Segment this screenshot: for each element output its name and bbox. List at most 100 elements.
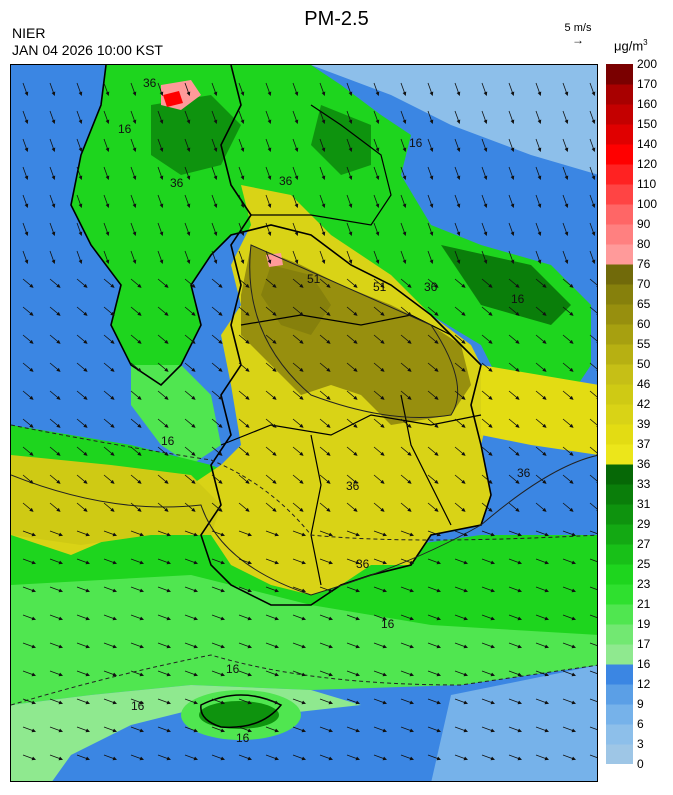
wind-arrow-icon bbox=[103, 642, 117, 649]
wind-arrow-icon bbox=[211, 530, 225, 537]
wind-arrow-icon bbox=[49, 138, 56, 152]
wind-arrow-icon bbox=[373, 670, 387, 677]
wind-arrow-icon bbox=[562, 222, 569, 236]
wind-arrow-icon bbox=[481, 474, 493, 484]
wind-arrow-icon bbox=[481, 250, 488, 264]
wind-arrow-icon bbox=[76, 166, 83, 180]
wind-arrow-icon bbox=[562, 698, 576, 705]
colorbar-tick-label: 46 bbox=[637, 377, 651, 391]
wind-arrow-icon bbox=[76, 754, 90, 761]
wind-arrow-icon bbox=[238, 474, 250, 484]
wind-arrow-icon bbox=[535, 418, 547, 428]
wind-arrow-icon bbox=[130, 362, 142, 372]
wind-arrow-icon bbox=[535, 110, 542, 124]
colorbar-tick-label: 150 bbox=[637, 117, 658, 131]
wind-arrow-icon bbox=[319, 306, 331, 316]
wind-arrow-icon bbox=[265, 698, 279, 705]
wind-arrow-icon bbox=[184, 614, 198, 621]
wind-arrow-icon bbox=[130, 558, 144, 565]
wind-arrow-icon bbox=[346, 250, 353, 264]
wind-arrow-icon bbox=[589, 754, 597, 758]
wind-arrow-icon bbox=[508, 586, 522, 593]
agency-label: NIER bbox=[12, 25, 46, 41]
wind-arrow-icon bbox=[103, 502, 115, 512]
wind-arrow-icon bbox=[319, 586, 333, 593]
wind-arrow-icon bbox=[157, 502, 169, 512]
wind-arrow-icon bbox=[427, 530, 441, 537]
wind-arrow-icon bbox=[184, 306, 196, 316]
wind-arrow-icon bbox=[427, 726, 441, 733]
wind-arrow-icon bbox=[103, 166, 110, 180]
wind-arrow-icon bbox=[373, 698, 387, 705]
wind-arrow-icon bbox=[76, 82, 83, 96]
wind-arrow-icon bbox=[400, 530, 414, 537]
colorbar-tick-label: 100 bbox=[637, 197, 658, 211]
unit-label: μg/m3 bbox=[614, 38, 648, 53]
wind-arrow-icon bbox=[454, 334, 466, 344]
wind-arrow-icon bbox=[319, 222, 326, 236]
wind-arrow-icon bbox=[400, 502, 412, 512]
wind-arrow-icon bbox=[157, 250, 164, 264]
wind-arrow-icon bbox=[130, 390, 142, 400]
colorbar-tick-label: 200 bbox=[637, 57, 658, 71]
wind-arrow-icon bbox=[589, 82, 596, 96]
wind-arrow-icon bbox=[373, 334, 385, 344]
wind-arrow-icon bbox=[481, 222, 488, 236]
wind-arrow-icon bbox=[562, 194, 569, 208]
wind-arrow-icon bbox=[130, 474, 142, 484]
wind-arrow-icon bbox=[373, 418, 385, 428]
contour-label: 51 bbox=[373, 280, 387, 294]
colorbar-tick-label: 29 bbox=[637, 517, 651, 531]
wind-arrow-icon bbox=[373, 82, 380, 96]
wind-arrow-icon bbox=[535, 166, 542, 180]
wind-arrow-icon bbox=[373, 474, 385, 484]
colorbar-tick-label: 0 bbox=[637, 757, 644, 771]
wind-arrow-icon bbox=[211, 586, 225, 593]
wind-arrow-icon bbox=[103, 390, 115, 400]
wind-arrow-icon bbox=[211, 138, 218, 152]
wind-arrow-icon bbox=[373, 194, 380, 208]
wind-arrow-icon bbox=[373, 558, 387, 565]
forecast-datetime: JAN 04 2026 10:00 KST bbox=[12, 42, 163, 58]
wind-arrow-icon bbox=[22, 586, 36, 593]
wind-arrow-icon bbox=[76, 250, 83, 264]
severe-pm-hotspot bbox=[163, 91, 183, 107]
wind-arrow-icon bbox=[562, 82, 569, 96]
wind-arrow-icon bbox=[211, 726, 225, 733]
wind-arrow-icon bbox=[319, 166, 326, 180]
contour-label: 36 bbox=[517, 466, 531, 480]
wind-arrow-icon bbox=[22, 138, 29, 152]
colorbar-tick-label: 33 bbox=[637, 477, 651, 491]
wind-arrow-icon bbox=[76, 642, 90, 649]
wind-arrow-icon bbox=[481, 362, 493, 372]
colorbar-swatch bbox=[606, 684, 633, 705]
wind-arrow-icon bbox=[238, 278, 250, 288]
wind-arrow-icon bbox=[373, 362, 385, 372]
wind-arrow-icon bbox=[211, 278, 223, 288]
wind-arrow-icon bbox=[238, 754, 252, 761]
colorbar-tick-label: 65 bbox=[637, 297, 651, 311]
wind-arrow-icon bbox=[103, 110, 110, 124]
wind-arrow-icon bbox=[400, 418, 412, 428]
wind-arrow-icon bbox=[400, 754, 414, 761]
colorbar-swatch bbox=[606, 204, 633, 225]
wind-arrow-icon bbox=[427, 362, 439, 372]
wind-arrow-icon bbox=[508, 166, 515, 180]
wind-arrow-icon bbox=[211, 418, 223, 428]
wind-arrow-icon bbox=[508, 698, 522, 705]
wind-arrow-icon bbox=[49, 166, 56, 180]
colorbar-tick-label: 50 bbox=[637, 357, 651, 371]
wind-arrow-icon bbox=[373, 502, 385, 512]
colorbar-swatch bbox=[606, 604, 633, 625]
elevated-pm-patch-north bbox=[151, 95, 241, 175]
wind-arrow-icon bbox=[427, 446, 439, 456]
contour-label: 36 bbox=[356, 557, 370, 571]
wind-arrow-icon bbox=[562, 558, 576, 565]
wind-arrow-icon bbox=[346, 110, 353, 124]
wind-arrow-icon bbox=[454, 670, 468, 677]
wind-arrow-icon bbox=[481, 194, 488, 208]
wind-arrow-icon bbox=[265, 194, 272, 208]
wind-arrow-icon bbox=[49, 698, 63, 705]
colorbar-tick-label: 23 bbox=[637, 577, 651, 591]
wind-arrow-icon bbox=[157, 474, 169, 484]
